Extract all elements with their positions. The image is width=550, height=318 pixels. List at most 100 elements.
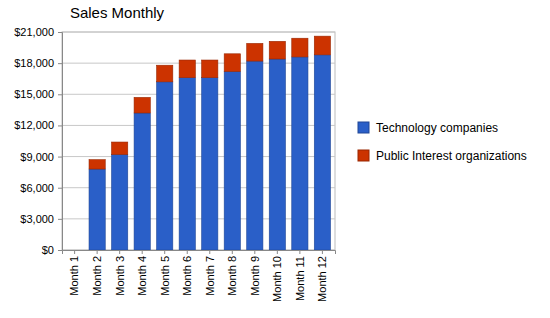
tick-mark [119,250,120,254]
tick-mark [299,250,300,254]
plot: $0 $3,000 $6,000 $9,000 $12,000 $15,000 $18,00… [14,26,335,302]
series [89,55,330,250]
tick: $6,000 [20,182,62,194]
tick: $15,000 [14,88,62,100]
tick-label: Month 7 [204,256,216,296]
tick-label: $9,000 [20,151,54,163]
tick-label: Month 12 [316,256,328,302]
x-axis: Month 1 Month 2 Month 3 Month 4 Month 5 Month… [63,250,336,302]
tick-label: Month 6 [181,256,193,296]
tick-mark [58,219,62,220]
bar [224,71,240,250]
bar [224,54,240,72]
tick: $18,000 [14,57,62,69]
tick-mark [142,250,143,254]
legend: Technology companies Public Interest orga… [358,121,527,163]
legend-item: Public Interest organizations [358,149,527,163]
bar [67,250,83,251]
bar [179,78,195,250]
tick-mark [97,250,98,254]
tick-mark [232,250,233,254]
bar [314,36,330,55]
tick-label: Month 3 [114,256,126,296]
series [89,36,330,169]
tick-mark [58,32,62,33]
tick: Month 2 [91,250,103,296]
tick: $12,000 [14,119,62,131]
tick-label: Month 9 [249,256,261,296]
bar [292,57,308,250]
bar [134,97,150,113]
bar [157,82,173,250]
tick: Month 8 [226,250,238,296]
tick-mark [58,188,62,189]
bar [247,61,263,250]
bar [292,38,308,57]
axis-line [63,251,336,255]
legend-item: Technology companies [358,121,498,135]
tick: Month 11 [294,250,306,301]
grid-line [62,32,335,33]
bar [157,65,173,82]
bar [89,160,105,169]
tick-mark [58,94,62,95]
tick: Month 12 [316,250,328,302]
tick: Month 4 [136,250,148,296]
bar [314,55,330,250]
tick-mark [322,250,323,254]
tick: Month 1 [68,250,80,296]
bar [247,43,263,61]
bar [134,113,150,250]
tick: Month 7 [204,250,216,296]
tick-mark [58,250,62,251]
tick-mark [277,250,278,254]
tick-label: $15,000 [14,88,54,100]
bar [179,60,195,78]
tick-label: $12,000 [14,119,54,131]
tick-label: $21,000 [14,26,54,38]
tick-mark [58,125,62,126]
tick-label: Month 1 [68,256,80,296]
tick: $21,000 [14,26,62,38]
bar [202,60,218,78]
axis-line [58,33,63,251]
tick-label: $0 [42,244,54,256]
tick-label: Month 10 [271,256,283,302]
tick-mark [187,250,188,254]
legend-label: Technology companies [376,121,498,135]
tick: $9,000 [20,151,62,163]
tick-label: Month 8 [226,256,238,296]
grid [62,32,335,250]
tick-label: Month 4 [136,256,148,296]
bar [269,41,285,59]
legend-label: Public Interest organizations [376,149,527,163]
tick-label: $18,000 [14,57,54,69]
tick-mark [58,157,62,158]
tick-label: $6,000 [20,182,54,194]
tick: $3,000 [20,213,62,225]
tick-mark [209,250,210,254]
bars [89,36,330,250]
tick: Month 6 [181,250,193,296]
plot-frame [62,32,335,250]
bar [67,250,83,251]
tick-label: Month 2 [91,256,103,296]
tick-mark [164,250,165,254]
chart: Sales Monthly$0$3,000$6,000$9,000$12,000… [0,0,550,318]
tick-mark [74,250,75,254]
tick-label: $3,000 [20,213,54,225]
bar [269,59,285,250]
legend-swatch [358,150,369,161]
tick: Month 10 [271,250,283,302]
bar [112,154,128,250]
tick: $0 [42,244,62,256]
tick: Month 3 [114,250,126,296]
bar [89,169,105,250]
bar [202,78,218,250]
tick-label: Month 11 [294,256,306,301]
legend-swatch [358,122,369,133]
tick-mark [254,250,255,254]
bar [112,142,128,154]
y-axis: $0 $3,000 $6,000 $9,000 $12,000 $15,000 $18,00… [14,26,62,256]
tick-label: Month 5 [159,256,171,296]
